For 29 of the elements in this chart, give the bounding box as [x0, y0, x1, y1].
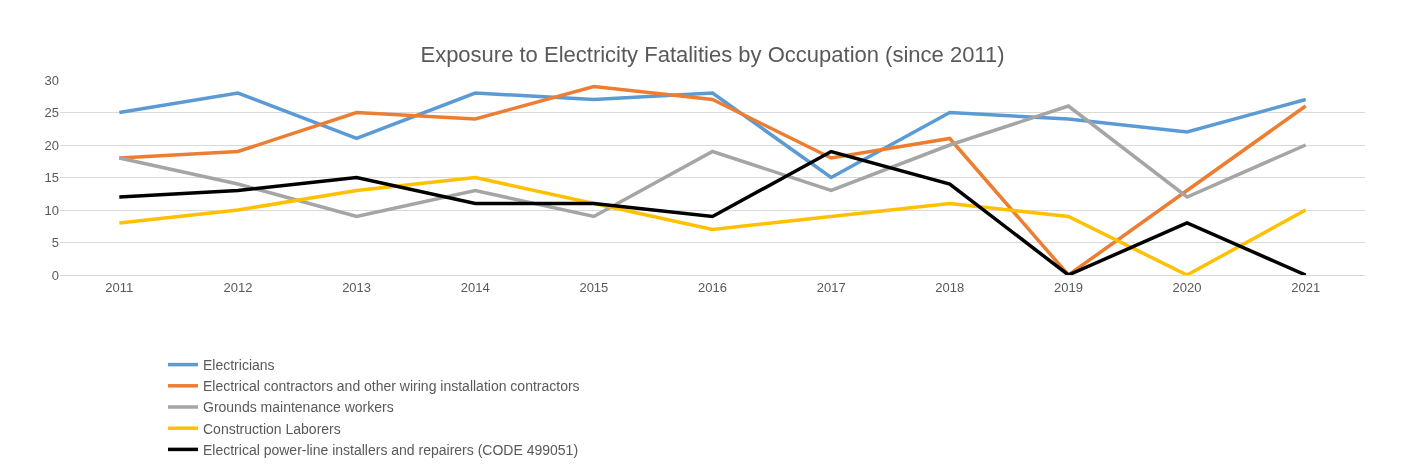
- legend-label: Construction Laborers: [203, 420, 341, 437]
- y-tick-label: 25: [44, 105, 59, 121]
- x-tick-label: 2012: [223, 279, 253, 295]
- x-tick-label: 2018: [935, 279, 965, 295]
- chart-title: Exposure to Electricity Fatalities by Occupation (since 2011): [420, 41, 1005, 67]
- line-series: [117, 104, 1308, 219]
- line-series: [117, 149, 1308, 275]
- y-tick-label: 30: [44, 72, 59, 88]
- x-tick-label: 2016: [698, 279, 727, 295]
- y-tick-label: 15: [44, 170, 59, 186]
- line-series: [117, 175, 1308, 275]
- legend-label: Electrical power-line installers and repairers (CODE 499051): [203, 441, 579, 458]
- x-tick-label: 2015: [579, 279, 609, 295]
- y-tick-label: 0: [51, 267, 59, 283]
- line-series: [117, 91, 1308, 180]
- x-tick-label: 2014: [460, 279, 490, 295]
- x-tick-label: 2021: [1291, 279, 1321, 295]
- x-tick-label: 2013: [342, 279, 372, 295]
- x-tick-label: 2011: [105, 279, 134, 295]
- line-series: [117, 84, 1308, 275]
- legend-label: Grounds maintenance workers: [203, 399, 394, 416]
- legend-label: Electricians: [203, 357, 275, 374]
- y-tick-label: 10: [44, 202, 59, 218]
- legend-label: Electrical contractors and other wiring installation contractors: [203, 378, 580, 395]
- x-tick-label: 2017: [816, 279, 846, 295]
- y-tick-label: 20: [44, 137, 59, 153]
- y-tick-label: 5: [51, 235, 59, 251]
- x-tick-label: 2020: [1172, 279, 1202, 295]
- x-tick-label: 2019: [1053, 279, 1083, 295]
